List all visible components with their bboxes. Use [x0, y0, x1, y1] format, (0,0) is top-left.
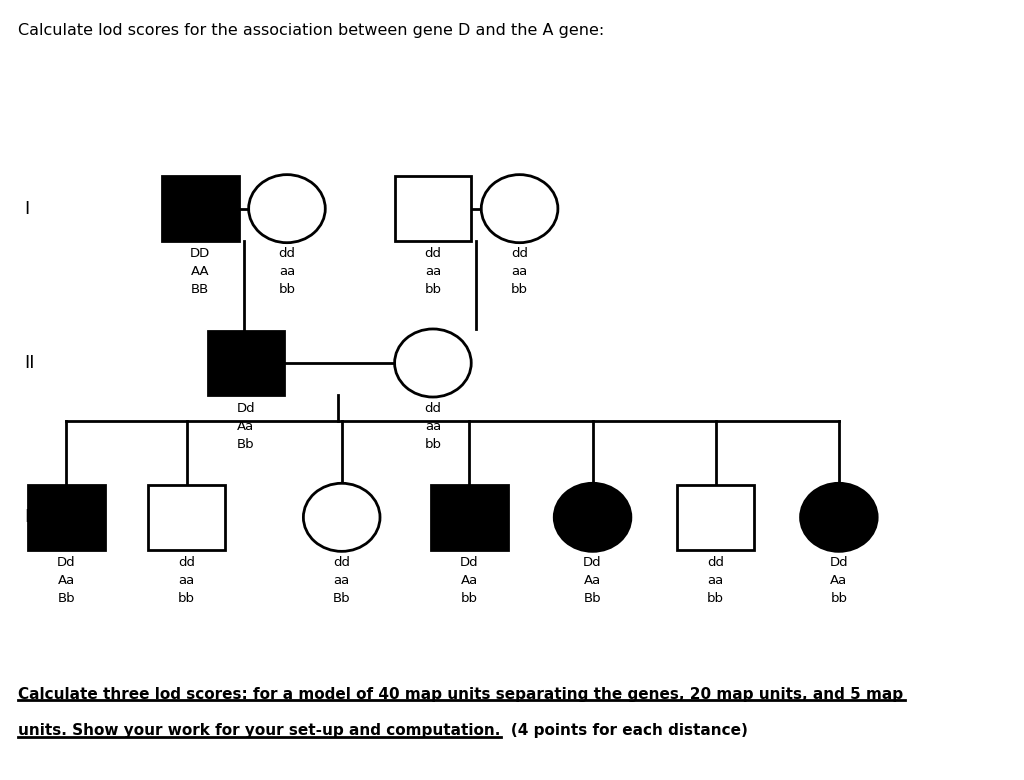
Bar [394, 176, 471, 241]
Text: dd
aa
bb: dd aa bb [178, 556, 196, 605]
Text: units. Show your work for your set-up and computation.  (4 points for each dista: units. Show your work for your set-up an… [17, 723, 748, 739]
Text: Dd
Aa
Bb: Dd Aa Bb [57, 556, 76, 605]
Ellipse shape [394, 329, 471, 397]
Text: II: II [25, 354, 35, 372]
Text: dd
aa
bb: dd aa bb [708, 556, 724, 605]
Text: dd
aa
bb: dd aa bb [424, 402, 441, 451]
Bar [431, 485, 508, 550]
Text: Dd
Aa
bb: Dd Aa bb [829, 556, 848, 605]
Text: dd
aa
bb: dd aa bb [424, 247, 441, 296]
Bar [162, 176, 239, 241]
Bar [28, 485, 104, 550]
Bar [678, 485, 754, 550]
Text: dd
aa
bb: dd aa bb [279, 247, 296, 296]
Text: Calculate three lod scores: for a model of 40 map units separating the genes, 20: Calculate three lod scores: for a model … [17, 687, 903, 702]
Text: Dd
Aa
bb: Dd Aa bb [460, 556, 479, 605]
Text: Dd
Aa
Bb: Dd Aa Bb [584, 556, 602, 605]
Text: Dd
Aa
Bb: Dd Aa Bb [237, 402, 255, 451]
Bar [148, 485, 225, 550]
Ellipse shape [303, 484, 380, 551]
Ellipse shape [554, 484, 631, 551]
Text: dd
aa
Bb: dd aa Bb [333, 556, 350, 605]
Ellipse shape [249, 175, 326, 243]
Text: DD
AA
BB: DD AA BB [190, 247, 210, 296]
Ellipse shape [801, 484, 878, 551]
Text: III: III [25, 509, 40, 526]
Bar [208, 331, 285, 395]
Text: Calculate lod scores for the association between gene D and the A gene:: Calculate lod scores for the association… [17, 23, 604, 38]
Text: dd
aa
bb: dd aa bb [511, 247, 528, 296]
Ellipse shape [481, 175, 558, 243]
Text: I: I [25, 200, 30, 218]
